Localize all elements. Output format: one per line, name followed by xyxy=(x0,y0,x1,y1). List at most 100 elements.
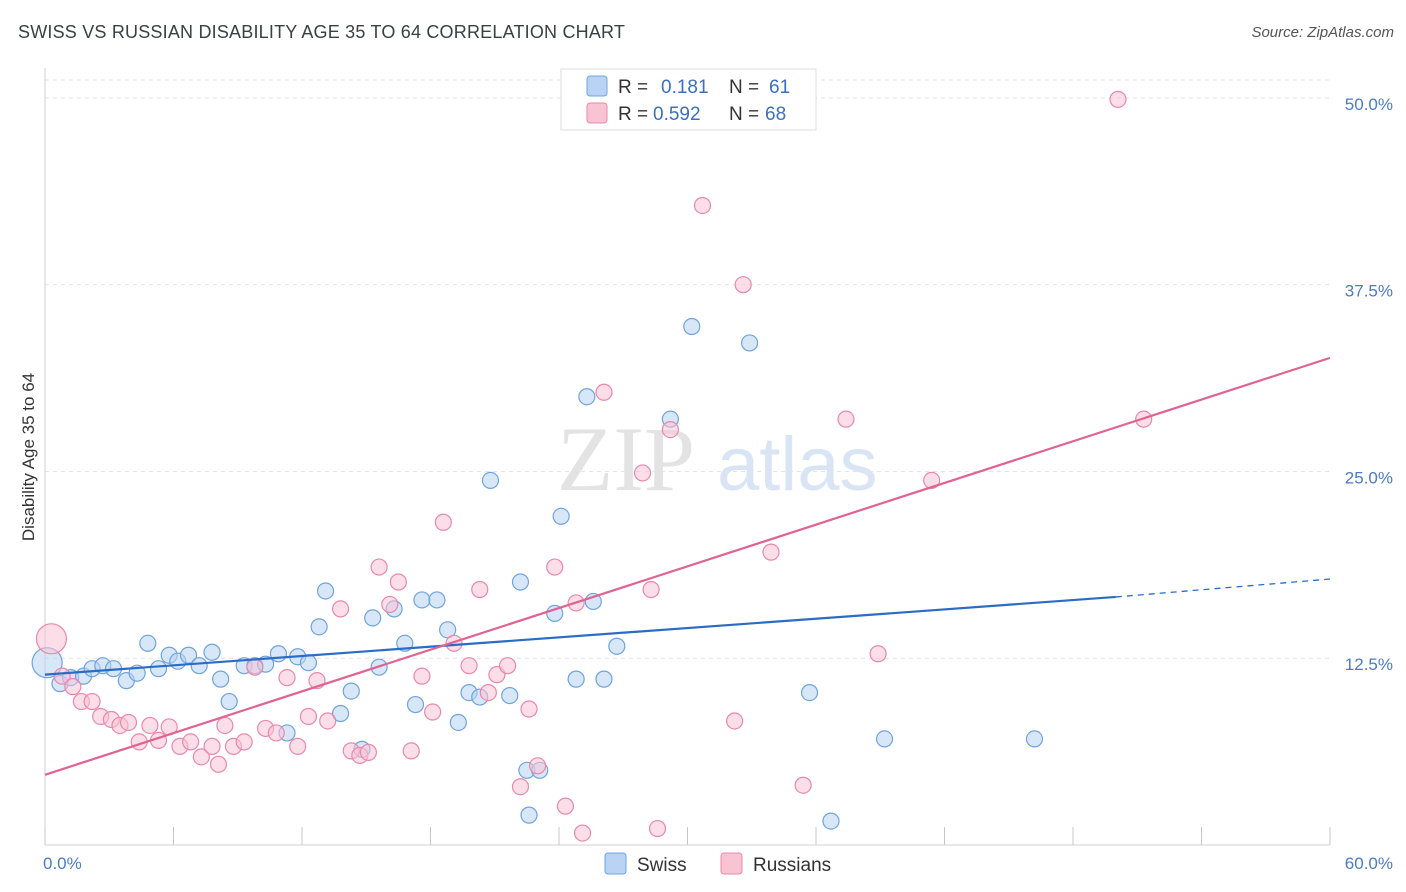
y-tick-label: 12.5% xyxy=(1345,655,1393,674)
point-swiss xyxy=(741,334,759,352)
legend-r-value-russians: 0.592 xyxy=(653,104,701,125)
point-swiss xyxy=(269,645,288,663)
point-swiss xyxy=(546,604,564,622)
point-russians xyxy=(235,733,253,751)
point-russians xyxy=(633,464,652,482)
point-russians xyxy=(402,742,420,760)
point-russians xyxy=(546,558,564,576)
point-russians xyxy=(499,657,517,675)
point-swiss xyxy=(822,812,840,830)
point-swiss xyxy=(449,713,467,732)
point-russians xyxy=(445,634,463,652)
legend-r-value-swiss: 0.181 xyxy=(661,77,709,98)
legend-n-label-swiss: N = xyxy=(729,77,759,98)
gridlines xyxy=(45,79,1330,659)
point-russians xyxy=(479,683,497,702)
point-russians xyxy=(35,623,68,655)
series-russians xyxy=(35,90,1153,842)
point-russians xyxy=(289,737,307,755)
point-swiss xyxy=(212,670,230,688)
legend-r-label-swiss: R = xyxy=(618,77,648,98)
point-russians xyxy=(246,658,264,676)
x-tick-label-max: 60.0% xyxy=(1345,854,1393,873)
point-russians xyxy=(119,713,138,732)
bottom-legend-swatch-russians xyxy=(720,852,743,875)
point-swiss xyxy=(413,591,431,609)
point-swiss xyxy=(428,591,446,609)
point-russians xyxy=(370,558,388,576)
y-tick-label: 25.0% xyxy=(1345,468,1393,487)
point-russians xyxy=(192,748,210,766)
point-russians xyxy=(556,797,575,815)
point-swiss xyxy=(331,704,350,723)
bottom-legend-label-russians: Russians xyxy=(753,855,831,876)
y-axis-title: Disability Age 35 to 64 xyxy=(19,373,38,541)
bottom-legend-label-swiss: Swiss xyxy=(637,855,687,876)
point-swiss xyxy=(595,670,613,688)
legend-swatch-swiss xyxy=(586,75,608,97)
bottom-legend: Swiss Russians xyxy=(604,852,831,876)
trendline-swiss-extension xyxy=(1115,578,1331,598)
point-swiss xyxy=(578,388,596,406)
point-russians xyxy=(389,573,407,591)
point-russians xyxy=(734,276,752,294)
point-russians xyxy=(331,600,350,618)
x-ticks xyxy=(44,827,1331,845)
point-swiss xyxy=(406,695,425,714)
point-russians xyxy=(661,421,679,439)
chart-title: SWISS VS RUSSIAN DISABILITY AGE 35 TO 64… xyxy=(18,22,626,42)
point-russians xyxy=(762,543,780,561)
point-russians xyxy=(471,580,489,599)
point-swiss xyxy=(481,471,500,490)
point-russians xyxy=(726,712,744,730)
point-russians xyxy=(595,383,613,401)
point-swiss xyxy=(875,730,894,748)
point-swiss xyxy=(800,683,819,702)
point-swiss xyxy=(342,682,360,700)
point-swiss xyxy=(1025,730,1044,748)
legend: R = 0.181 N = 61 R = 0.592 N = 68 xyxy=(560,68,817,131)
point-russians xyxy=(648,819,667,838)
point-swiss xyxy=(511,573,530,591)
point-swiss xyxy=(567,670,585,688)
point-russians xyxy=(278,669,296,687)
point-swiss xyxy=(310,618,328,636)
point-russians xyxy=(528,757,547,775)
point-russians xyxy=(424,703,442,721)
point-swiss xyxy=(683,317,701,336)
legend-r-label-russians: R = xyxy=(618,104,648,125)
point-russians xyxy=(413,667,431,685)
point-russians xyxy=(319,712,337,730)
point-russians xyxy=(520,700,538,718)
point-russians xyxy=(203,737,221,755)
point-russians xyxy=(299,707,318,726)
bottom-legend-swatch-swiss xyxy=(604,852,627,875)
point-russians xyxy=(511,778,530,796)
watermark-atlas: atlas xyxy=(717,422,878,507)
point-russians xyxy=(381,595,399,614)
point-russians xyxy=(693,196,712,215)
point-russians xyxy=(573,824,592,842)
point-russians xyxy=(141,716,159,735)
point-russians xyxy=(642,580,660,599)
point-russians xyxy=(923,471,941,490)
point-swiss xyxy=(501,686,519,705)
point-swiss xyxy=(149,660,168,678)
point-russians xyxy=(794,776,812,794)
chart-source: Source: ZipAtlas.com xyxy=(1251,24,1394,41)
point-russians xyxy=(216,716,234,735)
series-swiss xyxy=(31,317,1044,830)
point-russians xyxy=(869,645,887,663)
point-russians xyxy=(1109,90,1127,108)
y-tick-label: 50.0% xyxy=(1345,95,1393,114)
y-tick-label: 37.5% xyxy=(1345,282,1393,301)
point-russians xyxy=(359,743,377,761)
point-swiss xyxy=(552,507,570,525)
point-swiss xyxy=(364,609,382,627)
point-swiss xyxy=(139,634,157,652)
point-russians xyxy=(209,755,228,773)
point-russians xyxy=(182,733,200,751)
point-swiss xyxy=(299,654,318,672)
x-tick-label-min: 0.0% xyxy=(43,854,82,873)
